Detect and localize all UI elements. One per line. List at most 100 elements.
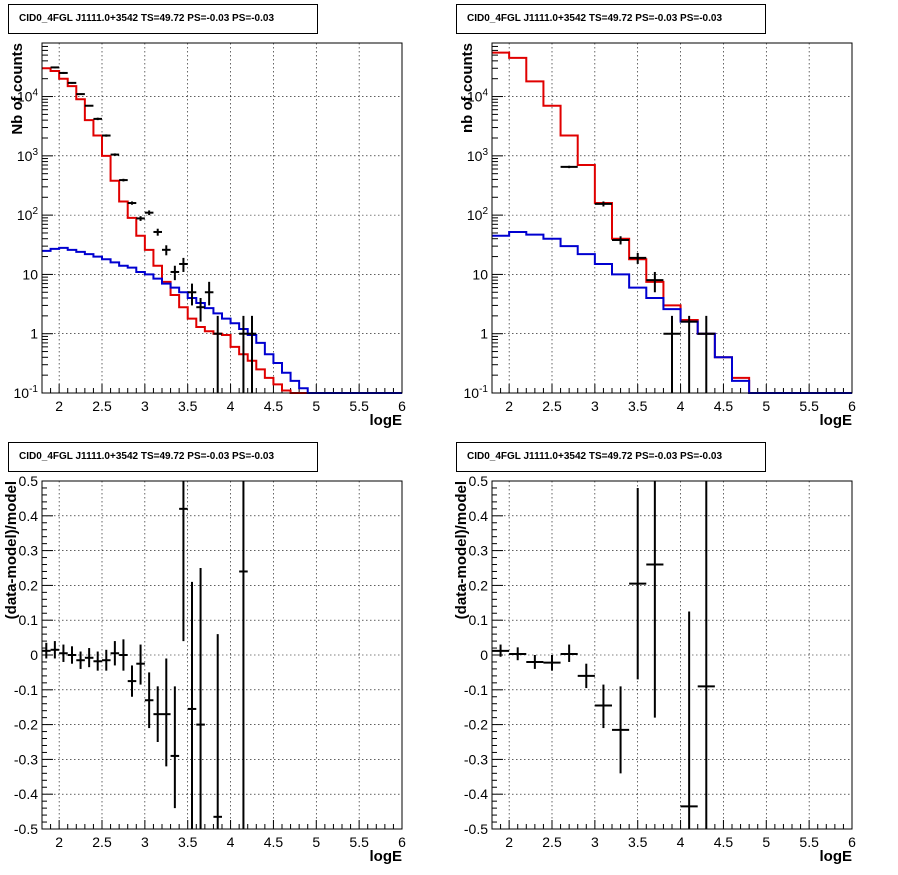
data-point	[697, 481, 715, 829]
y-tick-label: -0.5	[464, 821, 488, 837]
x-tick-label: 2.5	[542, 834, 562, 850]
data-point	[680, 611, 698, 829]
plot-frame	[41, 480, 403, 830]
data-point	[697, 315, 715, 393]
x-tick-label: 3.5	[178, 398, 198, 414]
data-point	[144, 672, 154, 729]
y-tick-label: 102	[467, 206, 489, 223]
x-tick-label: 4.5	[264, 398, 284, 414]
data-point	[119, 178, 128, 182]
data-point	[50, 66, 60, 69]
data-point	[93, 117, 102, 121]
data-point	[594, 684, 612, 729]
data-point	[127, 665, 137, 697]
data-point	[170, 686, 180, 809]
y-axis-label: (data-model)/model	[453, 481, 470, 619]
data-point	[162, 245, 171, 256]
y-tick-label: 0.3	[19, 543, 39, 559]
y-tick-label: 0	[30, 647, 38, 663]
x-tick-label: 6	[848, 398, 856, 414]
data-point	[136, 644, 145, 685]
y-tick-label: 104	[467, 88, 489, 105]
data-point	[543, 655, 561, 671]
data-point	[170, 265, 180, 281]
x-tick-label: 4	[227, 398, 235, 414]
panel-title-top-right: CID0_4FGL J1111.0+3542 TS=49.72 PS=-0.03…	[456, 4, 766, 34]
data-point	[67, 646, 77, 664]
y-tick-label: -0.5	[14, 821, 38, 837]
data-point	[102, 649, 111, 671]
panel-title-top-left: CID0_4FGL J1111.0+3542 TS=49.72 PS=-0.03…	[8, 4, 318, 34]
data-point	[612, 686, 630, 774]
y-tick-label: 0.2	[469, 577, 489, 593]
y-tick-label: 0.3	[469, 543, 489, 559]
data-point	[179, 257, 188, 272]
data-point	[509, 647, 527, 661]
y-tick-label: 0.5	[19, 473, 39, 489]
data-point	[153, 228, 162, 236]
data-point	[204, 281, 214, 306]
plot-area	[42, 43, 402, 393]
x-tick-label: 3	[591, 834, 599, 850]
x-tick-label: 5.5	[349, 398, 369, 414]
y-tick-label: 104	[17, 88, 39, 105]
data-point	[629, 252, 647, 264]
x-tick-label: 6	[398, 398, 406, 414]
y-tick-label: 0.1	[469, 612, 489, 628]
data-point	[247, 315, 257, 393]
x-tick-label: 5	[762, 834, 770, 850]
data-point	[144, 210, 154, 216]
x-tick-label: 3.5	[628, 398, 648, 414]
data-point	[127, 201, 137, 205]
data-point	[59, 644, 68, 662]
x-tick-label: 2	[55, 834, 63, 850]
x-axis-label: logE	[370, 848, 403, 865]
y-tick-label: -0.2	[14, 717, 38, 733]
y-tick-label: 0.4	[19, 508, 39, 524]
data-point	[196, 568, 205, 829]
data-point	[179, 481, 188, 642]
x-tick-label: 4	[677, 834, 685, 850]
data-point	[629, 487, 647, 680]
data-point	[110, 641, 120, 666]
y-tick-label: 1	[480, 326, 488, 342]
data-point	[196, 298, 205, 322]
y-tick-label: -0.2	[464, 717, 488, 733]
data-point	[187, 283, 197, 306]
data-point	[213, 634, 222, 829]
y-tick-label: 10-1	[14, 384, 39, 401]
data-point	[59, 71, 68, 75]
x-tick-label: 3.5	[178, 834, 198, 850]
y-tick-label: 0.5	[469, 473, 489, 489]
x-tick-label: 3	[141, 398, 149, 414]
y-tick-label: 0.4	[469, 508, 489, 524]
data-point	[663, 315, 681, 393]
y-tick-label: 0	[480, 647, 488, 663]
x-tick-label: 5	[312, 834, 320, 850]
y-tick-label: 0.1	[19, 612, 39, 628]
data-point	[560, 644, 578, 662]
data-point	[76, 651, 85, 669]
y-tick-label: 0.2	[19, 577, 39, 593]
chart-panel-1: 2 2.5 3 3.5 4 4.5 5 5.5 6 10-1 1 10 102 103 104 logE nb …	[459, 42, 856, 429]
data-point	[560, 165, 578, 169]
y-tick-label: -0.4	[464, 786, 488, 802]
data-point	[239, 481, 248, 829]
x-tick-label: 4.5	[264, 834, 284, 850]
x-tick-label: 4.5	[714, 834, 734, 850]
plot-frame	[491, 480, 853, 830]
data-point	[646, 481, 664, 718]
panel-title-bottom-left: CID0_4FGL J1111.0+3542 TS=49.72 PS=-0.03…	[8, 442, 318, 472]
panel-title-bottom-right: CID0_4FGL J1111.0+3542 TS=49.72 PS=-0.03…	[456, 442, 766, 472]
y-tick-label: 10	[472, 266, 488, 282]
y-axis-label: (data-model)/model	[3, 481, 20, 619]
plot-frame	[491, 42, 853, 394]
x-tick-label: 2.5	[92, 834, 112, 850]
y-tick-label: 1	[30, 326, 38, 342]
data-point	[93, 651, 102, 671]
y-axis-label: Nb of counts	[9, 43, 26, 135]
data-point	[162, 658, 171, 767]
y-axis-label: nb of counts	[459, 43, 476, 133]
x-tick-label: 3.5	[628, 834, 648, 850]
y-tick-label: -0.1	[464, 682, 488, 698]
